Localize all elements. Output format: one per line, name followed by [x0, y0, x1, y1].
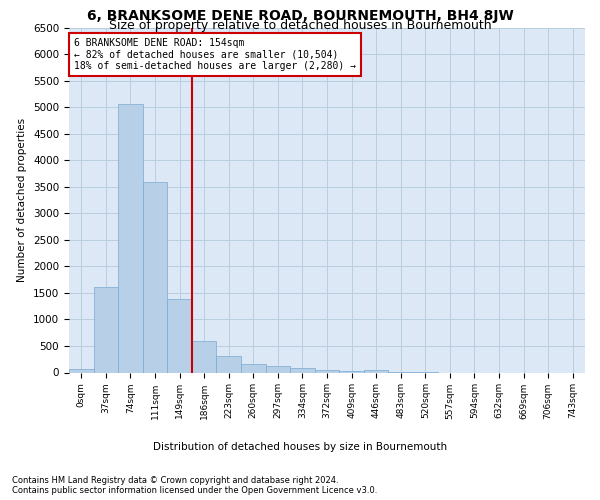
Bar — [364, 370, 388, 372]
Text: Distribution of detached houses by size in Bournemouth: Distribution of detached houses by size … — [153, 442, 447, 452]
Bar — [69, 368, 94, 372]
Bar — [217, 356, 241, 372]
Bar — [266, 366, 290, 372]
Bar — [118, 104, 143, 372]
Bar — [94, 286, 118, 372]
Y-axis label: Number of detached properties: Number of detached properties — [17, 118, 28, 282]
Text: Contains HM Land Registry data © Crown copyright and database right 2024.: Contains HM Land Registry data © Crown c… — [12, 476, 338, 485]
Text: 6 BRANKSOME DENE ROAD: 154sqm
← 82% of detached houses are smaller (10,504)
18% : 6 BRANKSOME DENE ROAD: 154sqm ← 82% of d… — [74, 38, 356, 71]
Bar — [290, 368, 315, 372]
Bar — [167, 300, 192, 372]
Bar — [143, 182, 167, 372]
Bar — [339, 371, 364, 372]
Text: Contains public sector information licensed under the Open Government Licence v3: Contains public sector information licen… — [12, 486, 377, 495]
Bar — [241, 364, 266, 372]
Bar — [192, 341, 217, 372]
Text: Size of property relative to detached houses in Bournemouth: Size of property relative to detached ho… — [109, 18, 491, 32]
Bar — [315, 370, 339, 372]
Text: 6, BRANKSOME DENE ROAD, BOURNEMOUTH, BH4 8JW: 6, BRANKSOME DENE ROAD, BOURNEMOUTH, BH4… — [86, 9, 514, 23]
